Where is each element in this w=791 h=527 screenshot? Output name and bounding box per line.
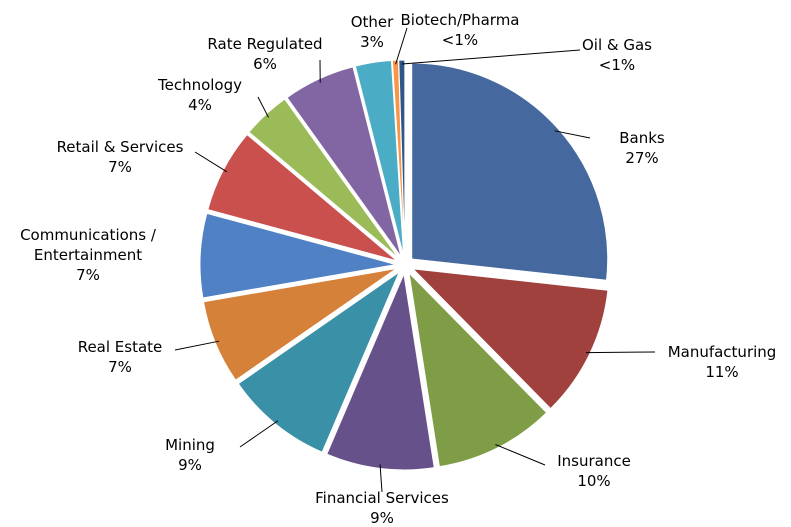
leader-line	[257, 96, 269, 118]
pie-slice	[411, 62, 609, 281]
slice-label: Manufacturing 11%	[668, 342, 777, 382]
slice-label: Insurance 10%	[557, 451, 631, 491]
slice-label: Real Estate 7%	[78, 337, 163, 377]
leader-line	[495, 444, 546, 466]
value-label: <1%	[598, 56, 636, 74]
pie-slice	[237, 270, 401, 453]
slice-label: Rate Regulated 6%	[207, 34, 322, 74]
leader-line	[585, 351, 656, 354]
pie-slice	[202, 267, 397, 381]
leader-line	[194, 151, 228, 173]
category-label: Mining	[165, 436, 215, 454]
value-label: 10%	[577, 472, 611, 490]
value-label: 11%	[705, 363, 739, 381]
pie-slice	[398, 59, 406, 257]
pie-slice	[326, 272, 435, 471]
category-label: Technology	[157, 76, 243, 94]
pie-slice	[248, 98, 400, 259]
category-label: Other	[350, 13, 394, 31]
category-label: Real Estate	[77, 338, 163, 356]
leader-line	[379, 464, 383, 493]
category-label: Oil & Gas	[581, 36, 653, 54]
pie-slice	[286, 66, 402, 258]
value-label: 9%	[178, 456, 202, 474]
pie-slice	[408, 271, 548, 468]
pie-slice	[199, 212, 397, 299]
slice-label: Communications / Entertainment 7%	[3, 225, 173, 285]
leader-line	[174, 340, 220, 351]
slice-label: Biotech/Pharma <1%	[400, 10, 519, 50]
category-label: Financial Services	[315, 489, 449, 507]
value-label: 7%	[108, 158, 132, 176]
category-label: Insurance	[557, 452, 631, 470]
slice-label: Mining 9%	[165, 435, 215, 475]
leader-line	[239, 420, 279, 448]
pie-slice	[411, 268, 609, 410]
category-label: Manufacturing	[667, 343, 777, 361]
category-label: Biotech/Pharma	[400, 11, 520, 29]
value-label: 7%	[108, 358, 132, 376]
leader-line	[395, 27, 408, 65]
slice-label: Other 3%	[351, 12, 394, 52]
value-label: 9%	[370, 509, 394, 527]
pie-slice	[354, 59, 405, 257]
value-label: 3%	[360, 33, 384, 51]
slice-label: Oil & Gas <1%	[582, 35, 652, 75]
category-label: Banks	[619, 129, 665, 147]
category-label: Retail & Services	[56, 138, 184, 156]
value-label: 6%	[253, 55, 277, 73]
slice-label: Retail & Services 7%	[57, 137, 184, 177]
slice-label: Banks 27%	[619, 128, 665, 168]
slice-label: Financial Services 9%	[315, 488, 449, 527]
value-label: 4%	[188, 96, 212, 114]
leader-line	[554, 130, 591, 139]
value-label: 7%	[76, 266, 100, 284]
category-label: Communications / Entertainment	[20, 226, 156, 264]
value-label: <1%	[441, 31, 479, 49]
category-label: Rate Regulated	[207, 35, 323, 53]
slice-label: Technology 4%	[158, 75, 242, 115]
value-label: 27%	[625, 149, 659, 167]
leader-line	[401, 49, 581, 65]
